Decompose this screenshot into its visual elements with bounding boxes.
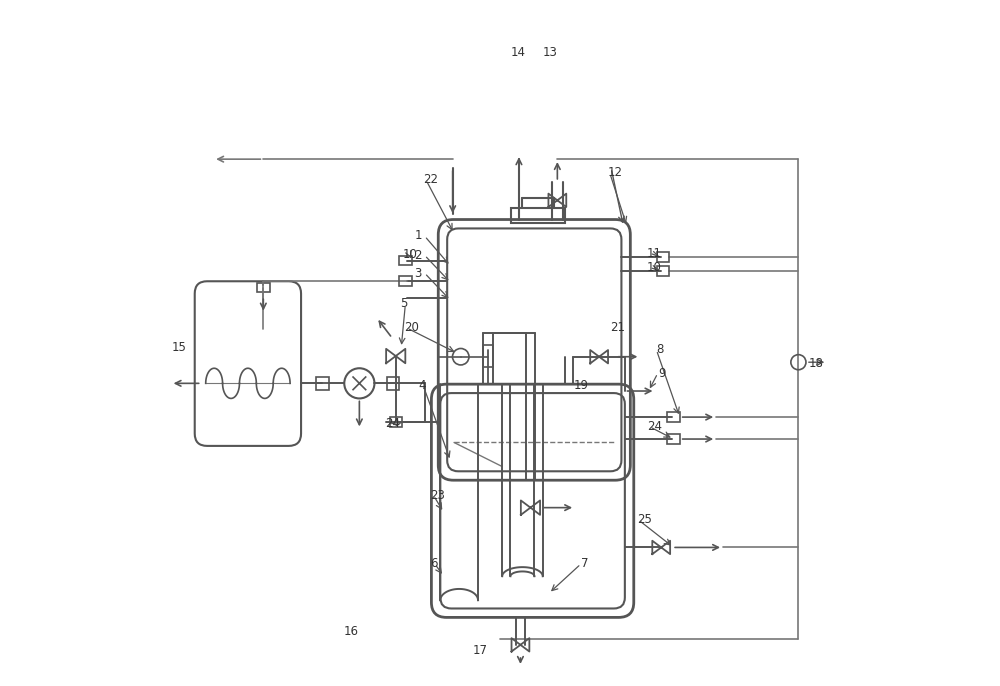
Text: 14: 14 (511, 46, 526, 58)
Bar (257, 283, 270, 292)
Bar (667, 434, 680, 444)
Text: 13: 13 (543, 46, 557, 58)
Bar (511, 208, 565, 223)
Text: 17: 17 (473, 644, 488, 657)
Text: 25: 25 (637, 514, 652, 526)
Text: 7: 7 (581, 558, 588, 570)
Text: 18: 18 (809, 357, 824, 370)
Text: 4: 4 (418, 379, 426, 392)
Text: 1: 1 (414, 230, 422, 242)
Text: 8: 8 (656, 344, 664, 356)
Text: 9: 9 (658, 367, 665, 379)
Text: 24: 24 (385, 418, 400, 430)
Text: 11: 11 (647, 247, 662, 259)
Bar (399, 276, 412, 286)
Text: 3: 3 (414, 267, 422, 279)
Bar (667, 412, 680, 422)
Text: 16: 16 (344, 625, 359, 637)
Text: 5: 5 (401, 297, 408, 309)
Text: 22: 22 (423, 174, 438, 186)
Text: 24: 24 (647, 421, 662, 433)
Text: 21: 21 (610, 322, 625, 334)
Text: 2: 2 (414, 249, 422, 261)
Bar (483, 345, 493, 367)
Bar (387, 377, 399, 390)
Text: 6: 6 (430, 558, 438, 570)
Text: 10: 10 (403, 248, 417, 261)
Bar (316, 377, 328, 390)
Text: 10: 10 (647, 261, 662, 274)
Bar (657, 266, 669, 276)
Text: 23: 23 (430, 489, 445, 501)
Text: 20: 20 (404, 322, 419, 334)
Bar (399, 256, 412, 265)
Text: 15: 15 (172, 342, 187, 354)
Text: 12: 12 (608, 167, 623, 179)
Bar (390, 417, 402, 427)
Text: 19: 19 (574, 379, 589, 392)
Bar (657, 252, 669, 262)
